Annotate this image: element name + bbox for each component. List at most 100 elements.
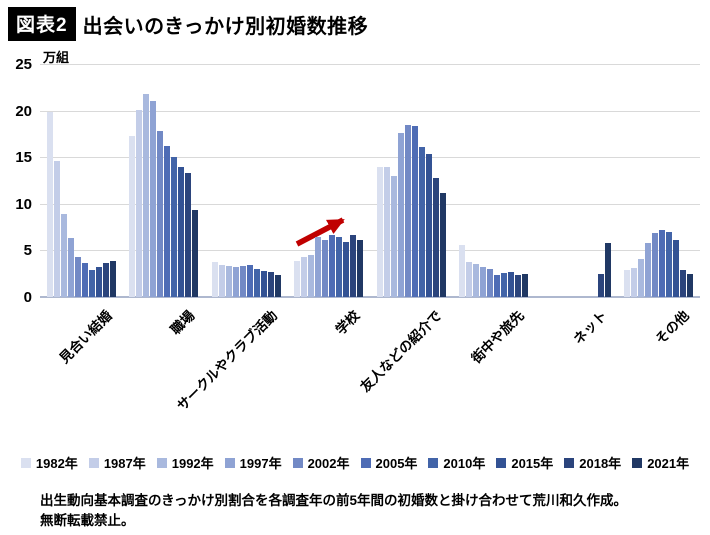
y-tick-label: 25: [15, 56, 32, 73]
gridline: [40, 203, 700, 205]
x-axis-label: 職場: [167, 307, 198, 338]
legend-item: 1992年: [156, 453, 214, 472]
bar-2015年: [343, 242, 350, 297]
bar-group: [542, 64, 611, 297]
bar-1982年: [46, 112, 53, 297]
chart-title: 出会いのきっかけ別初婚数推移: [82, 15, 369, 38]
bar-1997年: [480, 267, 487, 297]
plot-area: [40, 64, 700, 298]
bar-2005年: [246, 265, 253, 297]
bar-2015年: [508, 272, 515, 297]
bar-2018年: [185, 173, 192, 297]
bar-1987年: [136, 110, 143, 297]
bar-1987年: [466, 262, 473, 297]
legend-label: 1992年: [171, 456, 214, 471]
gridline: [40, 64, 700, 65]
legend: 1982年 1987年 1992年 1997年 2002年 2005年 2010年 2015年…: [0, 453, 710, 472]
source-note-line2: 無断転載禁止。: [40, 513, 135, 529]
bar-1992年: [143, 94, 150, 297]
legend-label: 1982年: [35, 456, 78, 471]
legend-item: 2010年: [428, 453, 485, 472]
bar-2018年: [597, 274, 604, 297]
bar-2015年: [178, 167, 185, 297]
legend-swatch-icon: [428, 457, 439, 468]
legend-label: 2010年: [443, 456, 486, 471]
bar-2002年: [74, 257, 81, 297]
bar-1982年: [294, 261, 301, 297]
source-note: 出生動向基本調査のきっかけ別割合を各調査年の前5年間の初婚数と掛け合わせて荒川和…: [40, 491, 627, 532]
figure-badge: 図表2: [8, 7, 76, 41]
legend-item: 1997年: [224, 453, 282, 472]
bar-2002年: [322, 240, 329, 297]
bar-1987年: [218, 265, 225, 297]
legend-label: 1997年: [239, 456, 282, 471]
bar-1992年: [473, 264, 480, 297]
legend-swatch-icon: [496, 457, 507, 468]
bar-group: [294, 64, 364, 297]
bar-1982年: [129, 136, 136, 297]
bar-2005年: [659, 230, 666, 297]
legend-swatch-icon: [292, 457, 303, 468]
bar-2021年: [109, 261, 116, 297]
source-note-line1: 出生動向基本調査のきっかけ別割合を各調査年の前5年間の初婚数と掛け合わせて荒川和…: [40, 493, 628, 508]
bar-group: [376, 64, 446, 297]
legend-label: 1987年: [103, 456, 146, 471]
bar-1992年: [225, 266, 232, 297]
bar-2015年: [673, 240, 680, 297]
bar-group: [459, 64, 529, 297]
bar-2010年: [501, 273, 508, 297]
bar-2021年: [274, 275, 281, 297]
legend-item: 2021年: [632, 453, 689, 472]
bar-1992年: [638, 259, 645, 297]
bar-1982年: [624, 270, 631, 297]
bar-2010年: [171, 157, 178, 297]
bar-2015年: [95, 267, 102, 297]
bar-2010年: [336, 237, 343, 297]
legend-item: 2002年: [292, 453, 350, 472]
legend-label: 2005年: [375, 456, 418, 471]
bar-1997年: [67, 238, 74, 297]
bar-2021年: [687, 274, 694, 297]
bar-1992年: [308, 255, 315, 297]
bar-2021年: [192, 210, 199, 297]
bar-2002年: [404, 125, 411, 297]
bar-1987年: [301, 257, 308, 297]
y-tick-label: 5: [23, 242, 32, 260]
x-axis-label: その他: [652, 307, 693, 348]
bar-group: [46, 64, 116, 297]
bar-2021年: [439, 193, 446, 297]
legend-swatch-icon: [224, 457, 235, 468]
legend-swatch-icon: [20, 457, 31, 468]
y-tick-label: 20: [15, 102, 32, 120]
bar-2005年: [164, 146, 171, 297]
legend-item: 2015年: [496, 453, 553, 472]
bar-1992年: [60, 214, 67, 297]
bar-1997年: [315, 237, 322, 297]
bar-2002年: [239, 266, 246, 297]
x-axis-label: 見合い結婚: [56, 307, 115, 367]
legend-label: 2021年: [647, 456, 690, 471]
gridline: [40, 157, 700, 159]
bar-1997年: [150, 101, 157, 297]
bar-2010年: [88, 270, 95, 297]
bar-group: [211, 64, 281, 297]
bar-1987年: [53, 161, 60, 297]
bar-2018年: [350, 235, 357, 297]
bar-2018年: [680, 270, 687, 297]
legend-label: 2018年: [579, 456, 622, 471]
bar-2005年: [411, 126, 418, 297]
y-tick-label: 15: [15, 149, 32, 167]
bar-2005年: [329, 235, 336, 297]
bar-1987年: [631, 268, 638, 297]
legend-item: 2018年: [564, 453, 621, 472]
bar-2021年: [522, 274, 529, 297]
x-axis-label: 友人などの紹介で: [357, 307, 445, 395]
legend-swatch-icon: [88, 457, 99, 468]
bar-2018年: [515, 275, 522, 297]
y-axis-unit-label: 万組: [43, 50, 70, 65]
y-tick-label: 0: [23, 289, 32, 306]
bar-1982年: [376, 167, 383, 297]
bar-2010年: [253, 269, 260, 297]
bar-1982年: [459, 245, 466, 297]
